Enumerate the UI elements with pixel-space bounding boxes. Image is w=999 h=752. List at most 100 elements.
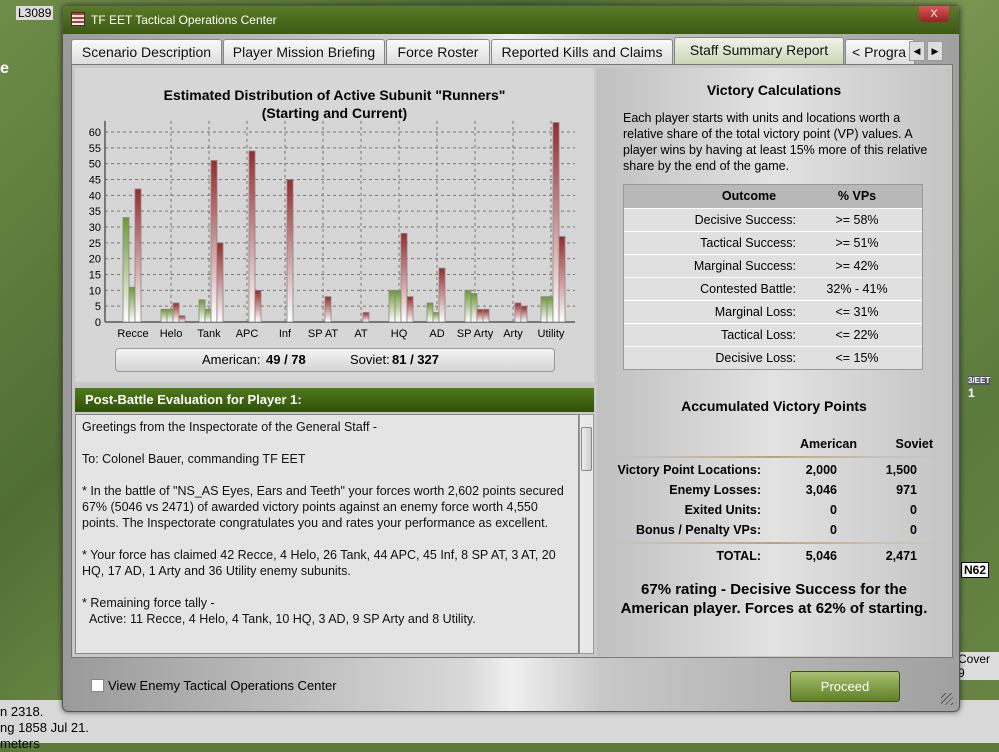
bar-soviet-start [172, 302, 180, 323]
divider [607, 456, 937, 458]
tab-force-roster[interactable]: Force Roster [386, 39, 490, 64]
bar-american-start [540, 296, 548, 323]
victory-panel: Victory Calculations Each player starts … [597, 68, 951, 656]
outcome-label: Tactical Success: [700, 236, 796, 250]
bar-soviet-start [248, 150, 256, 323]
vp-row: Bonus / Penalty VPs: 0 0 [607, 520, 937, 540]
flag-icon [71, 12, 85, 26]
vp-soviet: 1,500 [885, 463, 917, 477]
vp-soviet: 0 [910, 503, 917, 517]
x-tick-label: Helo [160, 328, 183, 340]
outcome-label: Decisive Loss: [715, 351, 796, 365]
y-tick-label: 20 [89, 254, 101, 266]
map-label: e [0, 60, 9, 77]
outcome-row: Contested Battle: 32% - 41% [624, 277, 922, 300]
outcome-threshold: <= 15% [835, 351, 879, 365]
vp-american: 0 [830, 503, 837, 517]
accumulated-vp-table: American Soviet Victory Point Locations:… [607, 434, 937, 566]
rating-summary: 67% rating - Decisive Success for the Am… [620, 581, 928, 617]
status-line: ng 1858 Jul 21. [0, 720, 89, 735]
bar-american-current [546, 296, 554, 323]
bar-american-current [166, 308, 174, 323]
title-bar[interactable]: TF EET Tactical Operations Center X [63, 6, 959, 34]
toc-dialog: TF EET Tactical Operations Center X Scen… [62, 5, 960, 712]
outcome-label: Tactical Loss: [720, 328, 796, 342]
vp-soviet: 971 [896, 483, 917, 497]
bar-american-start [122, 217, 130, 323]
bar-american-start [160, 308, 168, 323]
window-title: TF EET Tactical Operations Center [91, 13, 277, 27]
status-line: n 2318. [0, 704, 44, 719]
bar-soviet-start [134, 188, 142, 323]
evaluation-text[interactable]: Greetings from the Inspectorate of the G… [75, 414, 579, 654]
bar-american-start [464, 289, 472, 323]
unit-counter[interactable]: 3/EET [968, 376, 991, 385]
outcome-label: Marginal Success: [693, 259, 796, 273]
tab-progress[interactable]: < Progra [845, 39, 915, 64]
outcome-row: Marginal Success: >= 42% [624, 254, 922, 277]
evaluation-paragraph: To: Colonel Bauer, commanding TF EET [82, 452, 306, 466]
evaluation-scrollbar[interactable] [579, 414, 594, 654]
y-tick-label: 10 [89, 285, 101, 297]
bar-soviet-current [558, 236, 566, 323]
vp-label: Enemy Losses: [669, 483, 761, 497]
bar-american-current [470, 293, 478, 323]
bar-american-start [426, 302, 434, 323]
map-label: Cover 9 [958, 652, 999, 680]
y-tick-label: 30 [89, 222, 101, 234]
close-button[interactable]: X [919, 6, 949, 22]
x-tick-label: Recce [117, 328, 148, 340]
outcome-threshold: >= 51% [835, 236, 879, 250]
tab-player-mission-briefing[interactable]: Player Mission Briefing [223, 39, 385, 64]
bar-soviet-current [254, 289, 262, 323]
bar-soviet-start [210, 160, 218, 323]
x-tick-label: Inf [279, 328, 292, 340]
view-enemy-toc-checkbox[interactable]: View Enemy Tactical Operations Center [91, 678, 337, 693]
resize-grip-icon[interactable] [941, 693, 953, 705]
tab-scroll-left-icon[interactable]: ◀ [909, 41, 925, 61]
checkbox[interactable] [91, 679, 104, 692]
outcome-threshold: >= 58% [835, 213, 879, 227]
legend-american-value: 49 / 78 [266, 352, 306, 367]
legend-american-label: American: [202, 352, 261, 367]
vp-soviet-total: 2,471 [885, 549, 917, 563]
tab-scroll-right-icon[interactable]: ▶ [927, 41, 943, 61]
tab-reported-kills[interactable]: Reported Kills and Claims [491, 39, 673, 64]
vp-table-header: American Soviet [607, 434, 937, 454]
tab-staff-summary-report[interactable]: Staff Summary Report [674, 37, 844, 64]
bar-soviet-start [438, 267, 446, 323]
tab-bar: Scenario Description Player Mission Brie… [71, 37, 951, 64]
bar-american-current [432, 312, 440, 323]
bar-soviet-current [178, 315, 186, 323]
outcome-row: Tactical Success: >= 51% [624, 231, 922, 254]
vp-label: Bonus / Penalty VPs: [635, 523, 761, 537]
outcome-row: Tactical Loss: <= 22% [624, 323, 922, 346]
outcome-threshold: <= 22% [835, 328, 879, 342]
unit-counter-strength: 1 [968, 386, 975, 400]
y-tick-label: 45 [89, 175, 101, 187]
checkbox-label: View Enemy Tactical Operations Center [108, 678, 337, 693]
runners-bar-chart: 0 5 10 15 20 25 30 35 40 45 50 55 60 Recce Helo Tank APC… [89, 120, 575, 340]
bar-soviet-current [406, 296, 414, 323]
x-tick-label: SP AT [308, 328, 338, 340]
y-tick-label: 25 [89, 238, 101, 250]
divider [607, 542, 937, 544]
column-header: Soviet [895, 437, 933, 451]
vp-american: 0 [830, 523, 837, 537]
y-tick-label: 0 [95, 317, 101, 329]
bar-soviet-current [216, 242, 224, 323]
y-tick-label: 50 [89, 159, 101, 171]
tab-scenario-description[interactable]: Scenario Description [71, 39, 222, 64]
bar-soviet-current [520, 305, 528, 323]
outcome-threshold: 32% - 41% [826, 282, 888, 296]
vp-american: 3,046 [805, 483, 837, 497]
chart-subtitle: (Starting and Current) [261, 105, 408, 121]
outcome-threshold: <= 31% [835, 305, 879, 319]
x-tick-label: HQ [391, 328, 408, 340]
evaluation-paragraph: * Remaining force tally - Active: 11 Rec… [82, 596, 476, 626]
vp-row: Exited Units: 0 0 [607, 500, 937, 520]
proceed-button[interactable]: Proceed [790, 671, 900, 702]
y-tick-label: 5 [95, 301, 101, 313]
scrollbar-thumb[interactable] [581, 427, 592, 471]
chart-legend: American: 49 / 78 Soviet: 81 / 327 [115, 348, 555, 372]
